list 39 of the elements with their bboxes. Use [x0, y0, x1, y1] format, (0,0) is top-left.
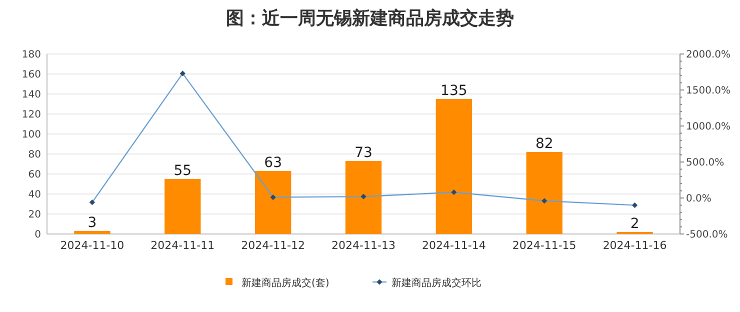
- y-tick-label: 60: [28, 170, 41, 180]
- y-tick-label: 80: [28, 150, 41, 160]
- y2-tick-label: 0.0%: [686, 194, 712, 204]
- legend-label: 新建商品房成交环比: [392, 277, 482, 289]
- x-tick-label: 2024-11-15: [512, 239, 576, 252]
- bar: [254, 171, 292, 234]
- y2-tick-label: 2000.0%: [686, 50, 730, 60]
- y2-tick-label: 1000.0%: [686, 122, 730, 132]
- data-label: 73: [354, 145, 372, 161]
- y2-tick-label: 1500.0%: [686, 86, 730, 96]
- data-label: 55: [174, 163, 192, 179]
- bar: [164, 179, 201, 234]
- y-tick-label: 180: [22, 50, 41, 60]
- y-tick-label: 120: [22, 110, 41, 120]
- x-tick-label: 2024-11-16: [602, 239, 667, 252]
- data-label: 82: [535, 136, 554, 152]
- y-tick-label: 100: [22, 130, 41, 140]
- y2-tick-label: 500.0%: [686, 158, 724, 168]
- data-label: 3: [88, 215, 97, 231]
- bar: [436, 99, 472, 234]
- x-tick-label: 2024-11-10: [60, 239, 124, 252]
- bar: [345, 161, 382, 234]
- y-tick-label: 0: [34, 230, 41, 240]
- y-tick-label: 140: [22, 90, 41, 100]
- y-tick-label: 160: [22, 70, 41, 80]
- y-tick-label: 40: [28, 190, 41, 200]
- x-tick-label: 2024-11-14: [422, 239, 486, 252]
- bar: [526, 152, 562, 234]
- data-label: 2: [630, 216, 640, 232]
- data-label: 63: [264, 155, 282, 171]
- legend-label: 新建商品房成交(套): [242, 277, 330, 289]
- data-label: 135: [440, 83, 468, 99]
- x-tick-label: 2024-11-13: [332, 239, 396, 252]
- x-tick-label: 2024-11-11: [150, 239, 215, 252]
- bar: [74, 231, 110, 234]
- y-tick-label: 20: [28, 210, 41, 220]
- y2-tick-label: -500.0%: [686, 230, 728, 240]
- chart-title: 图：近一周无锡新建商品房成交走势: [226, 8, 514, 29]
- x-tick-label: 2024-11-12: [241, 239, 306, 252]
